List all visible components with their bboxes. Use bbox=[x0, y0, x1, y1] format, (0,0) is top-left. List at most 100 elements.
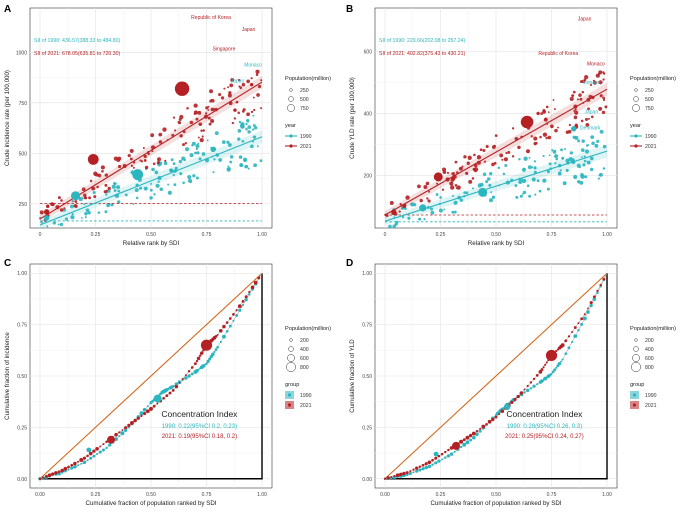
point-1990 bbox=[83, 203, 86, 206]
curve-point-2021 bbox=[248, 290, 251, 294]
panel-label: B bbox=[346, 4, 353, 15]
x-tick-label: 0.50 bbox=[146, 232, 156, 238]
y-tick-label: 1000 bbox=[16, 50, 27, 56]
point-1990 bbox=[555, 157, 559, 161]
curve-point-2021 bbox=[526, 384, 529, 388]
point-1990 bbox=[195, 147, 199, 151]
y-tick-label: 500 bbox=[19, 151, 28, 157]
point-1990 bbox=[113, 189, 117, 192]
legend-size-label: 500 bbox=[645, 97, 654, 103]
curve-point-2021 bbox=[196, 356, 201, 361]
point-1990 bbox=[482, 172, 487, 177]
curve-point-2021 bbox=[187, 370, 191, 373]
curve-point-1990 bbox=[225, 330, 229, 333]
point-1990 bbox=[92, 191, 96, 195]
point-2021 bbox=[241, 82, 246, 87]
curve-point-1990 bbox=[101, 448, 105, 452]
point-large-1990 bbox=[71, 191, 81, 201]
point-2021 bbox=[585, 123, 590, 127]
point-2021 bbox=[253, 108, 256, 112]
point-2021 bbox=[220, 96, 225, 100]
panel-A: A 0 0.25 0.50 0.75 1.00 250 500 750 1000 Relative … bbox=[4, 4, 331, 247]
point-1990 bbox=[62, 208, 67, 212]
curve-point-2021 bbox=[63, 466, 68, 471]
point-1990 bbox=[561, 156, 565, 160]
curve-point-2021 bbox=[571, 330, 574, 333]
x-axis-label: Cumulative fraction of population ranked… bbox=[430, 500, 561, 507]
point-2021 bbox=[147, 152, 150, 156]
curve-point-1990 bbox=[123, 428, 128, 433]
point-1990 bbox=[172, 162, 176, 166]
curve-point-1990 bbox=[449, 452, 454, 456]
country-label: Monaco bbox=[587, 61, 605, 67]
legend-color-dot bbox=[287, 403, 292, 407]
curve-point-1990 bbox=[444, 456, 447, 459]
point-2021 bbox=[39, 210, 44, 215]
panel-B: B 0 0.25 0.50 0.75 1.00 200 400 600 Relative rank… bbox=[346, 4, 676, 247]
point-2021 bbox=[536, 111, 540, 116]
curve-point-2021 bbox=[73, 461, 77, 466]
curve-point-1990 bbox=[208, 357, 212, 361]
legend-color-label: 2021 bbox=[300, 144, 312, 150]
point-1990 bbox=[534, 167, 537, 169]
point-2021 bbox=[458, 166, 463, 171]
point-1990 bbox=[226, 140, 230, 144]
point-1990 bbox=[453, 200, 458, 205]
curve-point-2021 bbox=[241, 300, 245, 303]
curve-point-1990 bbox=[73, 464, 77, 469]
x-tick-label: 0.75 bbox=[202, 232, 212, 238]
point-2021 bbox=[590, 115, 594, 119]
point-2021 bbox=[91, 186, 96, 191]
point-large-2021 bbox=[433, 172, 443, 182]
curve-point-1990 bbox=[412, 471, 415, 474]
point-1990 bbox=[228, 143, 232, 147]
point-2021 bbox=[143, 154, 147, 159]
point-2021 bbox=[88, 196, 91, 200]
curve-point-1990 bbox=[142, 407, 147, 412]
point-2021 bbox=[205, 106, 209, 110]
point-2021 bbox=[454, 160, 458, 164]
point-2021 bbox=[446, 171, 450, 175]
curve-point-2021 bbox=[124, 426, 128, 430]
curve-point-1990 bbox=[171, 385, 175, 388]
curve-point-2021 bbox=[237, 304, 242, 309]
point-2021 bbox=[197, 136, 200, 139]
x-tick-label: 0.50 bbox=[491, 232, 501, 238]
point-2021 bbox=[602, 78, 605, 81]
curve-point-1990 bbox=[206, 359, 210, 363]
point-2021 bbox=[574, 123, 578, 127]
point-1990 bbox=[247, 130, 251, 134]
curve-point-1990 bbox=[431, 463, 434, 466]
curve-point-1990 bbox=[197, 368, 200, 371]
point-2021 bbox=[231, 121, 235, 125]
curve-point-1990 bbox=[418, 468, 422, 472]
point-1990 bbox=[568, 157, 573, 162]
concentration-title: Concentration Index bbox=[161, 409, 238, 419]
point-1990 bbox=[531, 177, 536, 182]
country-label: Japan bbox=[242, 27, 256, 33]
point-1990 bbox=[191, 141, 196, 146]
point-1990 bbox=[527, 165, 532, 170]
x-tick-label: 0.00 bbox=[380, 492, 390, 498]
curve-point-1990 bbox=[525, 388, 530, 393]
point-2021 bbox=[595, 73, 600, 78]
point-2021 bbox=[574, 108, 577, 111]
sii-annotation-1990: SII of 1990: 436.57(388.33 to 484.80) bbox=[34, 38, 121, 44]
point-2021 bbox=[442, 170, 447, 174]
point-1990 bbox=[526, 184, 530, 188]
point-2021 bbox=[483, 160, 487, 163]
curve-point-2021 bbox=[393, 475, 396, 478]
curve-point-2021 bbox=[386, 476, 390, 480]
curve-point-1990 bbox=[462, 442, 467, 447]
curve-point-2021 bbox=[228, 317, 232, 320]
curve-point-2021 bbox=[498, 413, 501, 416]
point-1990 bbox=[580, 174, 585, 179]
point-1990 bbox=[451, 210, 455, 214]
point-1990 bbox=[149, 188, 153, 192]
point-1990 bbox=[194, 151, 197, 155]
point-1990 bbox=[443, 208, 446, 211]
point-2021 bbox=[494, 134, 498, 137]
point-2021 bbox=[242, 108, 246, 112]
point-2021 bbox=[205, 112, 208, 115]
point-1990 bbox=[70, 215, 75, 220]
